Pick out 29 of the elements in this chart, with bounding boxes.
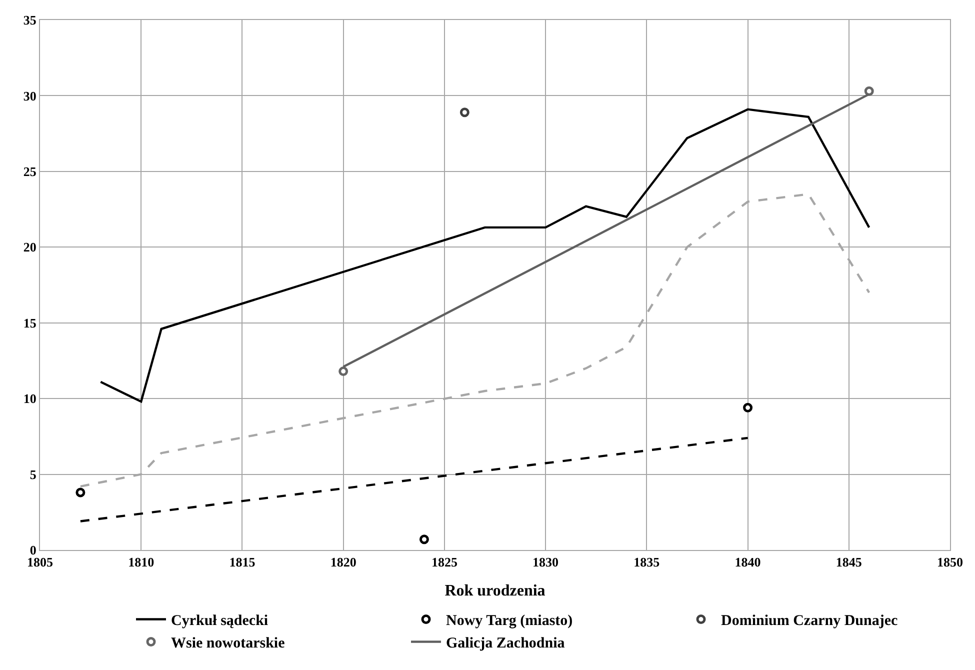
x-tick-label: 1840	[734, 554, 761, 570]
point	[338, 366, 348, 376]
line-series	[100, 108, 870, 403]
x-tick-label: 1820	[330, 554, 356, 570]
y-tick-label: 25	[23, 164, 37, 179]
legend-label: Cyrkuł sądecki	[171, 613, 268, 630]
legend-label: Galicja Zachodnia	[446, 636, 566, 652]
legend-label: Wsie nowotarskie	[171, 636, 286, 652]
x-tick-label: 1850	[937, 554, 963, 570]
x-tick-label: 1815	[229, 554, 256, 570]
y-tick-label: 15	[23, 315, 37, 330]
point	[460, 108, 470, 118]
y-tick-label: 10	[23, 391, 36, 406]
x-tick-label: 1825	[431, 554, 458, 570]
point	[76, 488, 86, 498]
point	[864, 86, 874, 96]
legend-label: Nowy Targ (miasto)	[446, 613, 573, 630]
y-tick-label: 35	[23, 12, 37, 28]
x-tick-label: 1835	[634, 554, 660, 570]
legend-label: Dominium Czarny Dunajec	[721, 613, 898, 630]
y-tick-label: 30	[23, 88, 36, 104]
point	[419, 534, 429, 544]
x-axis-title: Rok urodzenia	[444, 582, 546, 600]
x-tick-label: 1810	[128, 554, 154, 570]
y-tick-label: 5	[30, 466, 37, 482]
y-tick-label: 20	[23, 240, 36, 255]
point	[743, 402, 753, 412]
x-tick-label: 1830	[532, 554, 559, 570]
x-tick-label: 1845	[836, 554, 862, 570]
